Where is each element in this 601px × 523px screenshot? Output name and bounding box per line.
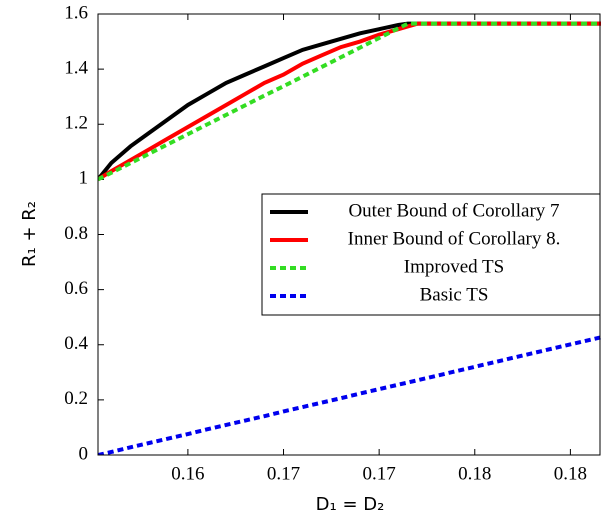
y-tick-label: 1.6 [64,2,88,23]
y-tick-label: 0.6 [64,278,88,299]
x-tick-label: 0.18 [458,463,491,484]
y-tick-label: 0.2 [64,388,88,409]
y-tick-label: 0.8 [64,223,88,244]
y-tick-label: 1.4 [64,57,88,78]
y-axis-label: R₁ + R₂ [19,201,40,267]
y-tick-label: 0.4 [64,333,88,354]
series-line [98,21,601,181]
legend-label: Outer Bound of Corollary 7 [348,200,559,221]
series-line [98,21,601,182]
x-tick-label: 0.16 [171,463,204,484]
legend-label: Basic TS [420,284,489,305]
legend-label: Inner Bound of Corollary 8. [348,228,561,249]
legend-label: Improved TS [404,256,504,277]
x-tick-label: 0.17 [267,463,300,484]
x-axis-label: D₁ = D₂ [316,494,385,515]
y-tick-label: 1 [79,168,89,189]
y-tick-label: 1.2 [64,113,88,134]
y-tick-label: 0 [79,443,89,464]
series-line [98,21,601,182]
x-tick-label: 0.17 [363,463,396,484]
x-tick-label: 0.18 [554,463,587,484]
plot-lines [98,21,601,455]
legend-box [261,193,601,316]
series-line [98,335,601,455]
